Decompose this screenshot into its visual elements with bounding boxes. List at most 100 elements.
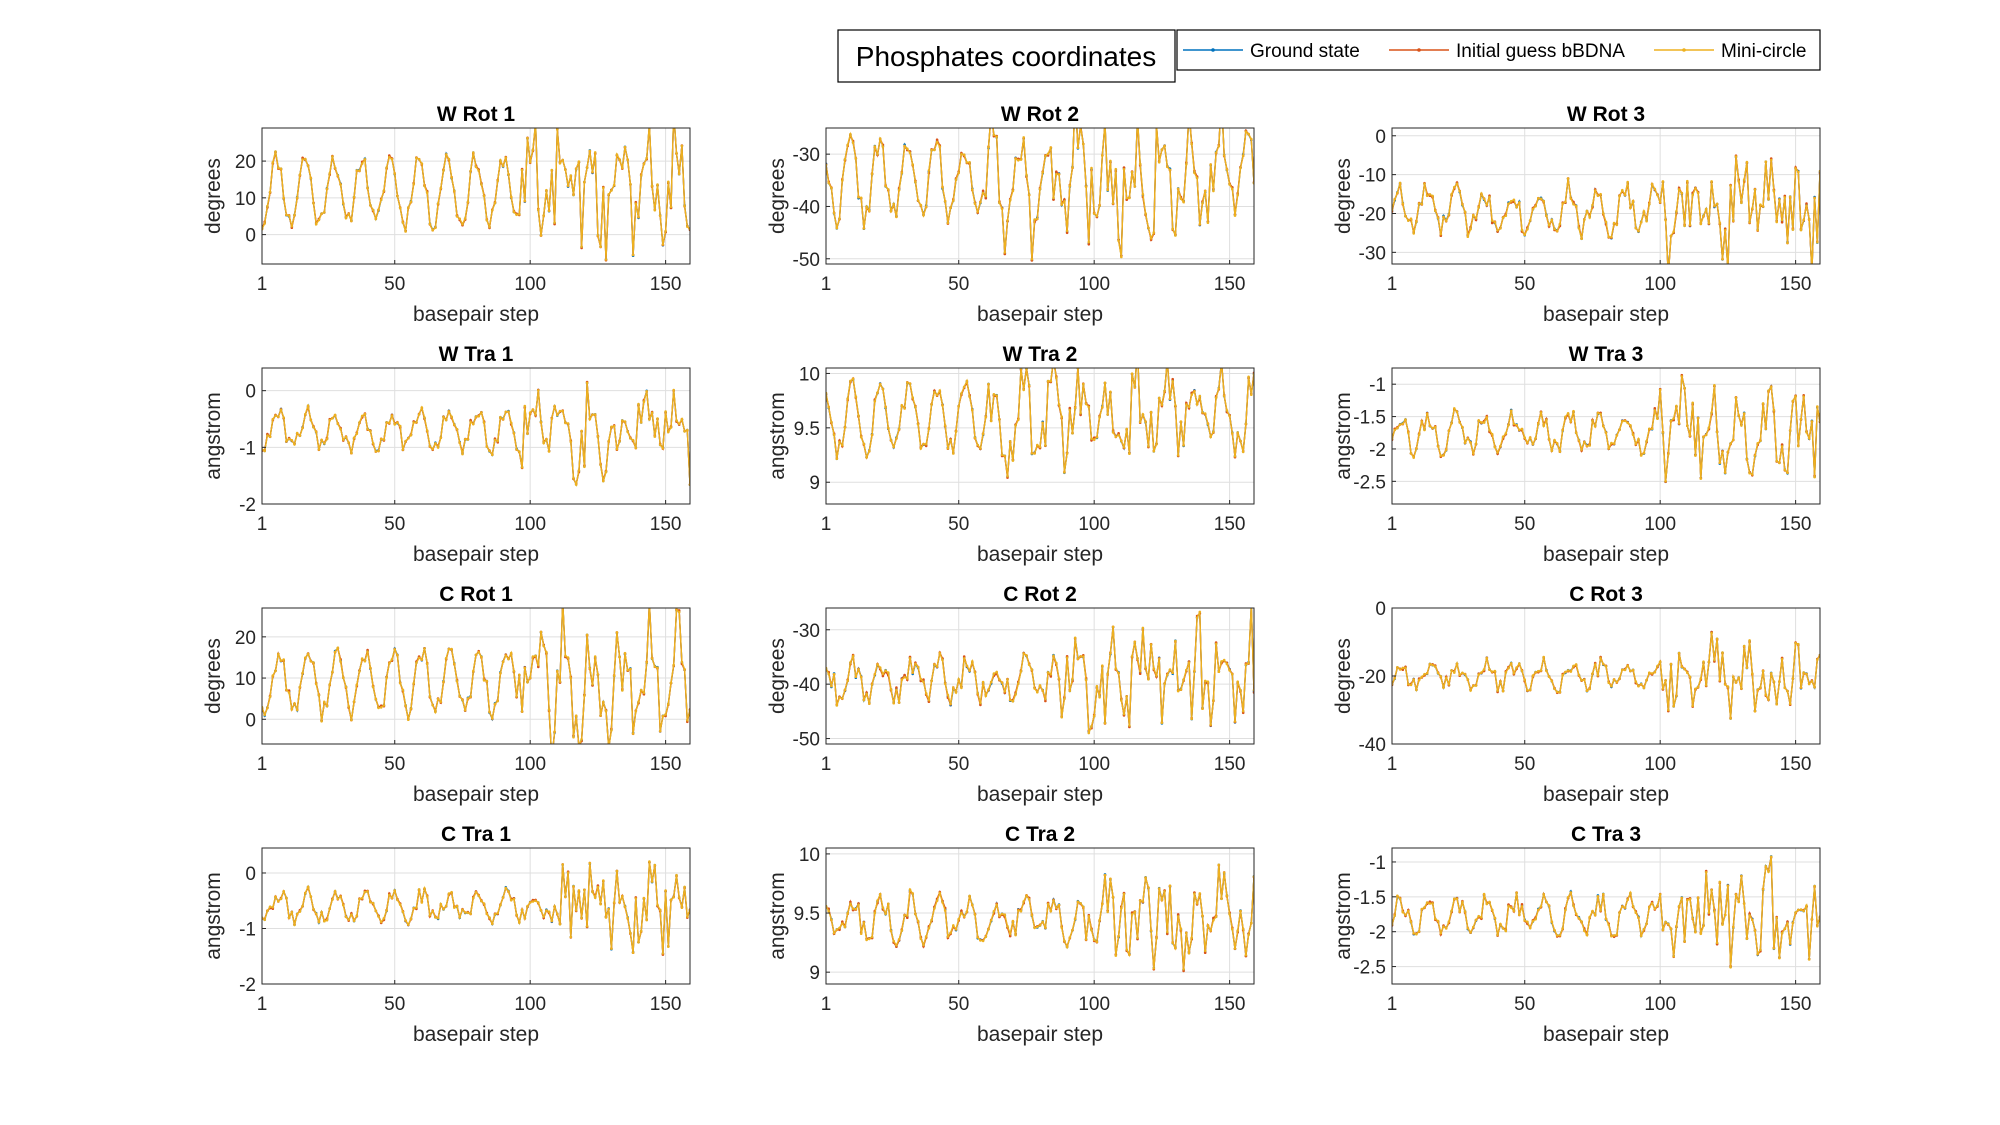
- data-point: [661, 714, 665, 718]
- data-point: [1000, 207, 1004, 211]
- data-point: [574, 714, 578, 717]
- data-point: [830, 420, 833, 424]
- data-point: [314, 682, 318, 686]
- data-point: [1761, 402, 1765, 405]
- data-point: [612, 674, 616, 678]
- data-point: [287, 916, 291, 919]
- data-point: [1198, 610, 1202, 614]
- data-point: [1493, 445, 1497, 449]
- data-point: [1547, 675, 1551, 678]
- data-point: [1561, 202, 1564, 205]
- data-point: [431, 703, 435, 707]
- data-point: [369, 204, 372, 207]
- data-point: [903, 144, 906, 148]
- data-point: [1155, 442, 1158, 446]
- data-point: [1103, 381, 1107, 385]
- data-point: [501, 418, 505, 421]
- data-point: [1729, 184, 1732, 187]
- data-point: [1745, 160, 1749, 164]
- data-point: [331, 898, 334, 901]
- data-point: [501, 164, 505, 168]
- data-point: [1480, 421, 1483, 424]
- x-tick-label: 100: [1644, 754, 1676, 775]
- data-point: [1769, 672, 1773, 675]
- data-point: [854, 157, 858, 160]
- data-point: [911, 671, 914, 674]
- data-point: [388, 155, 391, 159]
- data-point: [534, 123, 537, 126]
- data-point: [667, 430, 670, 434]
- data-point: [1412, 456, 1415, 459]
- data-point: [1727, 267, 1730, 270]
- data-point: [889, 687, 893, 691]
- y-tick-label: 10: [235, 669, 256, 690]
- data-point: [520, 710, 524, 713]
- data-point: [672, 388, 675, 392]
- data-point: [1133, 640, 1137, 644]
- data-point: [450, 176, 453, 179]
- data-point: [551, 758, 554, 761]
- data-point: [892, 701, 895, 705]
- data-point: [306, 164, 310, 168]
- data-point: [482, 194, 486, 198]
- data-point: [320, 212, 323, 215]
- data-point: [1566, 177, 1570, 180]
- data-point: [453, 662, 456, 666]
- data-point: [1241, 709, 1245, 713]
- data-point: [623, 145, 627, 149]
- data-point: [407, 718, 410, 721]
- data-point: [1794, 167, 1797, 170]
- data-point: [266, 204, 269, 208]
- y-axis-label: degrees: [1332, 638, 1355, 714]
- data-point: [1564, 670, 1567, 674]
- data-point: [1133, 385, 1137, 389]
- data-point: [306, 652, 310, 656]
- data-point: [1157, 161, 1161, 164]
- data-point: [409, 200, 413, 204]
- data-point: [1407, 431, 1410, 434]
- data-point: [1436, 445, 1440, 448]
- data-point: [637, 402, 640, 406]
- data-point: [602, 700, 605, 704]
- series-mini-circle: [1392, 155, 1820, 264]
- data-point: [849, 132, 852, 136]
- data-point: [363, 659, 367, 663]
- data-point: [447, 157, 451, 161]
- data-point: [1550, 449, 1554, 453]
- data-point: [887, 426, 890, 430]
- data-point: [1231, 431, 1234, 435]
- x-tick-label: 1: [1387, 274, 1398, 295]
- data-point: [1098, 415, 1101, 419]
- data-point: [469, 695, 472, 699]
- data-point: [979, 201, 982, 204]
- data-point: [578, 745, 581, 748]
- y-tick-label: -2.5: [1353, 472, 1386, 493]
- data-point: [1073, 406, 1077, 410]
- data-point: [1501, 435, 1505, 439]
- data-point: [1396, 666, 1399, 669]
- data-point: [1176, 453, 1180, 457]
- data-point: [1117, 433, 1120, 437]
- data-point: [1631, 433, 1635, 437]
- data-point: [832, 433, 836, 437]
- data-point: [1780, 221, 1784, 224]
- data-point: [1423, 672, 1426, 676]
- data-point: [1111, 202, 1115, 205]
- data-point: [1155, 124, 1158, 127]
- data-point: [455, 215, 459, 218]
- data-point: [1645, 439, 1648, 443]
- data-point: [585, 381, 589, 385]
- data-point: [1742, 178, 1746, 181]
- data-point: [1797, 170, 1800, 174]
- data-point: [1436, 216, 1440, 220]
- x-tick-label: 50: [948, 754, 969, 775]
- x-tick-label: 150: [1780, 514, 1812, 535]
- data-point: [1171, 377, 1174, 381]
- data-point: [1022, 652, 1025, 655]
- data-point: [1044, 697, 1047, 701]
- subplot-title: C Rot 3: [1569, 583, 1643, 606]
- data-point: [482, 679, 486, 682]
- data-point: [1003, 690, 1007, 693]
- data-point: [1686, 179, 1689, 183]
- x-tick-label: 100: [1644, 514, 1676, 535]
